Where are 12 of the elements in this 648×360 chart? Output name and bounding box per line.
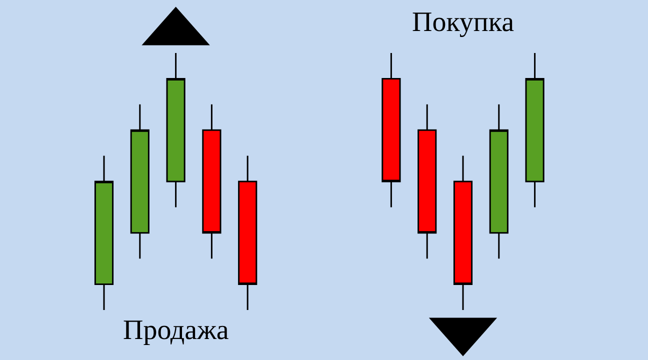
candlestick	[166, 52, 186, 208]
candlestick	[418, 104, 437, 260]
candlestick	[130, 104, 150, 260]
candlestick	[489, 104, 508, 260]
candlestick	[453, 155, 473, 311]
candlestick	[94, 155, 114, 311]
text: Продажа	[123, 315, 230, 346]
candlestick	[202, 104, 222, 260]
candlestick	[525, 52, 544, 208]
candlestick	[238, 155, 258, 311]
text: Покупка	[412, 7, 515, 38]
candlestick	[382, 52, 401, 208]
